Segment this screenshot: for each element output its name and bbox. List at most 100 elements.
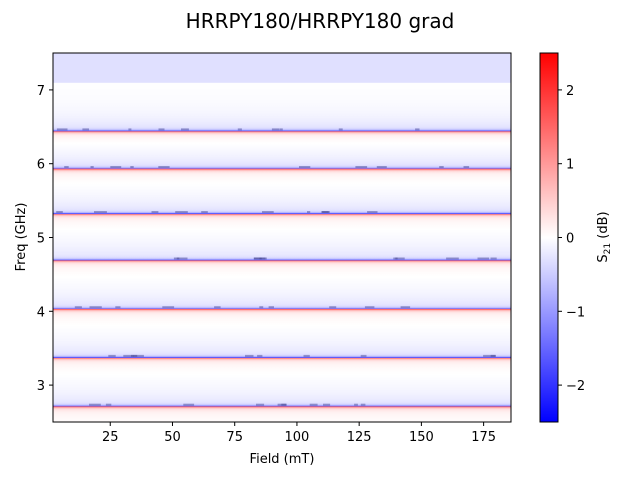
noise-dot — [477, 257, 490, 260]
colorbar-tick-label: 0 — [566, 232, 574, 247]
noise-dot — [89, 306, 102, 309]
noise-dot — [367, 211, 378, 213]
y-tick-label: 6 — [37, 158, 45, 173]
noise-dot — [181, 128, 189, 131]
chart-title: HRRPY180/HRRPY180 grad — [186, 9, 455, 33]
noise-dot — [123, 354, 134, 357]
noise-dot — [364, 306, 375, 309]
noise-dot — [439, 166, 444, 168]
noise-dot — [463, 166, 470, 168]
noise-dot — [360, 354, 367, 357]
colorbar-tick-label: 2 — [566, 84, 574, 99]
colorbar-label: S21 (dB) — [596, 211, 613, 262]
noise-dot — [64, 166, 69, 168]
noise-dot — [279, 128, 283, 131]
noise-dot — [173, 257, 180, 260]
x-tick-label: 125 — [347, 430, 372, 445]
noise-dot — [268, 306, 274, 309]
heatmap-noise-dots — [56, 128, 497, 406]
noise-dot — [400, 306, 411, 309]
noise-dot — [128, 128, 132, 131]
noise-dot — [360, 403, 366, 406]
x-tick-label: 150 — [409, 430, 434, 445]
plot-area — [52, 52, 512, 423]
noise-dot — [259, 306, 264, 309]
noise-dot — [245, 354, 254, 357]
noise-dot — [56, 128, 68, 131]
noise-dot — [376, 166, 387, 168]
noise-dot — [110, 166, 122, 168]
noise-dot — [322, 211, 330, 213]
noise-dot — [108, 354, 116, 357]
noise-dot — [446, 257, 459, 260]
colorbar-label-main: S — [596, 254, 611, 262]
y-tick-label: 3 — [37, 379, 45, 394]
noise-dot — [158, 166, 170, 168]
noise-dot — [90, 166, 94, 168]
noise-dot — [176, 257, 188, 260]
colorbar-tick-label: −1 — [566, 305, 585, 320]
noise-dot — [130, 166, 134, 168]
noise-dot — [483, 354, 496, 357]
y-tick-label: 4 — [37, 305, 45, 320]
noise-dot — [259, 257, 267, 260]
noise-dot — [271, 128, 279, 131]
x-tick-label: 50 — [164, 430, 181, 445]
noise-dot — [151, 211, 159, 213]
noise-dot — [329, 306, 337, 309]
noise-dot — [183, 403, 195, 406]
x-tick-label: 100 — [285, 430, 310, 445]
noise-dot — [105, 403, 112, 406]
noise-dot — [162, 306, 175, 309]
y-tick-label: 7 — [37, 84, 45, 99]
noise-dot — [131, 354, 144, 357]
noise-dot — [94, 211, 107, 213]
colorbar-tick-label: 1 — [566, 158, 574, 173]
noise-dot — [415, 128, 420, 131]
colorbar: −2 −1 0 1 2 S21 (dB) — [539, 52, 613, 423]
noise-dot — [303, 354, 310, 357]
x-tick-label: 175 — [471, 430, 496, 445]
noise-dot — [395, 257, 405, 260]
colorbar-ticks: −2 −1 0 1 2 — [558, 84, 585, 394]
noise-dot — [214, 306, 221, 309]
noise-dot — [89, 403, 101, 406]
y-axis: 3 4 5 6 7 — [37, 84, 53, 394]
x-tick-label: 25 — [102, 430, 119, 445]
noise-dot — [323, 403, 331, 406]
noise-dot — [257, 354, 263, 357]
noise-dot — [393, 257, 398, 260]
noise-dot — [281, 403, 287, 406]
colorbar-label-unit: (dB) — [596, 211, 611, 242]
noise-dot — [277, 403, 287, 406]
noise-dot — [237, 128, 242, 131]
noise-dot — [253, 257, 262, 260]
colorbar-label-sub: 21 — [603, 243, 613, 254]
noise-dot — [256, 403, 265, 406]
noise-dot — [307, 211, 311, 213]
noise-dot — [175, 211, 188, 213]
x-axis: 25 50 75 100 125 150 175 — [102, 422, 496, 445]
noise-dot — [133, 354, 138, 357]
colorbar-tick-label: −2 — [566, 379, 585, 394]
noise-dot — [321, 211, 329, 213]
noise-dot — [254, 257, 266, 260]
noise-dot — [354, 403, 358, 406]
noise-dot — [490, 257, 497, 260]
noise-dot — [299, 166, 311, 168]
noise-dot — [309, 403, 318, 406]
noise-dot — [201, 211, 208, 213]
noise-dot — [262, 211, 274, 213]
x-tick-label: 75 — [226, 430, 243, 445]
noise-dot — [56, 211, 63, 213]
y-tick-label: 5 — [37, 232, 45, 247]
noise-dot — [355, 166, 368, 168]
heatmap-image — [53, 53, 511, 422]
noise-dot — [74, 306, 82, 309]
x-axis-label: Field (mT) — [250, 452, 315, 467]
noise-dot — [158, 128, 165, 131]
noise-dot — [115, 306, 121, 309]
noise-dot — [338, 128, 343, 131]
noise-dot — [82, 128, 89, 131]
